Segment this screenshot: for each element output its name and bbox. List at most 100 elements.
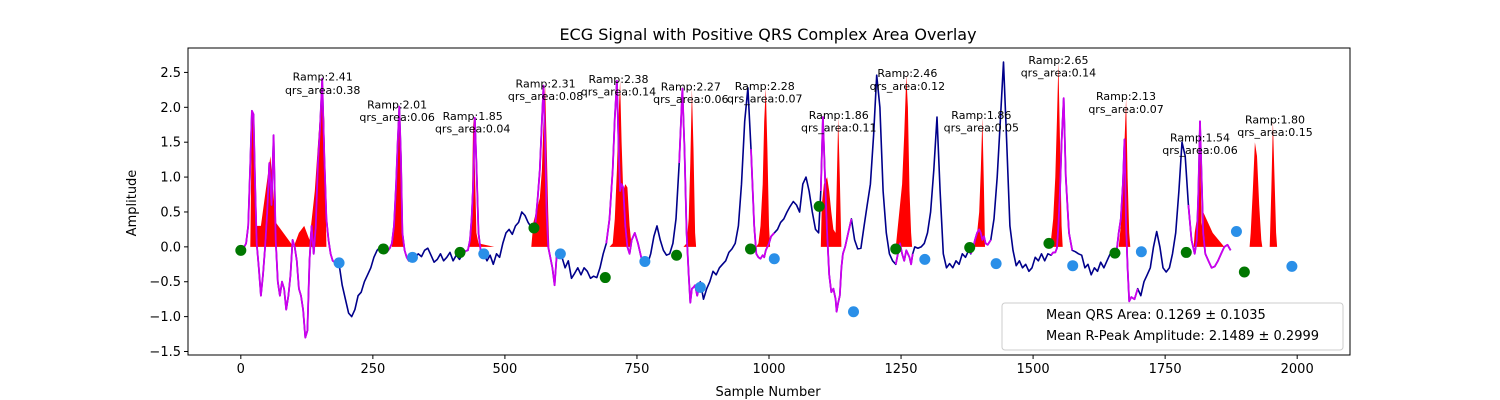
y-tick-label: 2.5 bbox=[160, 66, 181, 81]
y-tick-label: −1.0 bbox=[149, 310, 181, 325]
peak-annotation: qrs_area:0.12 bbox=[870, 80, 945, 93]
qrs-segment-line bbox=[1187, 120, 1232, 269]
qrs-segment-line bbox=[819, 116, 853, 313]
plot-area: Ramp:2.41qrs_area:0.38Ramp:2.01qrs_area:… bbox=[235, 54, 1313, 339]
qrs-onset-marker bbox=[1109, 247, 1121, 259]
qrs-offset-marker bbox=[848, 306, 860, 318]
qrs-segment-line bbox=[1050, 97, 1074, 256]
qrs-onset-marker bbox=[235, 244, 247, 256]
x-tick-label: 1250 bbox=[884, 362, 917, 377]
x-tick-label: 750 bbox=[625, 362, 650, 377]
peak-annotation: qrs_area:0.11 bbox=[801, 122, 876, 135]
y-tick-label: 1.0 bbox=[160, 171, 181, 186]
y-tick-label: 1.5 bbox=[160, 136, 181, 151]
qrs-onset-marker bbox=[1043, 237, 1055, 249]
peak-annotation: qrs_area:0.04 bbox=[435, 122, 510, 135]
y-axis-label: Amplitude bbox=[125, 170, 140, 237]
peak-annotation: qrs_area:0.07 bbox=[727, 92, 802, 105]
axes: 0 250 500 750 1000 1250 1500 1750 2000 −1.5 −1.0 −0… bbox=[149, 66, 1313, 377]
x-tick-label: 1750 bbox=[1149, 362, 1182, 377]
peak-annotation: qrs_area:0.06 bbox=[653, 93, 728, 106]
qrs-segment-line bbox=[1115, 138, 1139, 303]
peak-annotation: qrs_area:0.14 bbox=[581, 85, 656, 98]
legend-entry-qrs-area: Mean QRS Area: 0.1269 ± 0.1035 bbox=[1046, 308, 1266, 323]
qrs-segment-line bbox=[534, 84, 558, 287]
peak-annotation: Ramp:2.38 bbox=[588, 73, 648, 86]
qrs-offset-marker bbox=[694, 281, 706, 293]
peak-annotation: qrs_area:0.38 bbox=[285, 84, 360, 97]
qrs-area-fill bbox=[895, 75, 913, 247]
peak-annotation: qrs_area:0.15 bbox=[1237, 126, 1312, 139]
peak-annotation: qrs_area:0.14 bbox=[1021, 67, 1096, 80]
qrs-onset-marker bbox=[1238, 266, 1250, 278]
peak-annotation: Ramp:1.86 bbox=[951, 109, 1011, 122]
qrs-onset-marker bbox=[890, 243, 902, 255]
peak-annotation: Ramp:2.46 bbox=[877, 67, 937, 80]
qrs-area-fill bbox=[467, 117, 495, 247]
peak-annotation: qrs_area:0.06 bbox=[1162, 144, 1237, 157]
peak-annotation: qrs_area:0.07 bbox=[1088, 103, 1163, 116]
peak-annotation: qrs_area:0.05 bbox=[944, 122, 1019, 135]
chart-title: ECG Signal with Positive QRS Complex Are… bbox=[559, 25, 976, 44]
qrs-onset-marker bbox=[599, 272, 611, 284]
peak-annotation: qrs_area:0.08 bbox=[508, 90, 583, 103]
qrs-offset-marker bbox=[478, 248, 490, 260]
qrs-offset-marker bbox=[1230, 226, 1242, 238]
qrs-area-fill bbox=[683, 88, 697, 247]
qrs-offset-marker bbox=[1286, 260, 1298, 272]
legend: Mean QRS Area: 0.1269 ± 0.1035 Mean R-Pe… bbox=[1001, 302, 1344, 351]
qrs-offset-marker bbox=[1135, 246, 1147, 258]
qrs-offset-marker bbox=[333, 257, 345, 269]
qrs-segment-line bbox=[240, 77, 340, 339]
y-tick-label: −1.5 bbox=[149, 345, 181, 360]
qrs-onset-marker bbox=[377, 243, 389, 255]
qrs-onset-marker bbox=[454, 246, 466, 258]
qrs-onset-marker bbox=[813, 200, 825, 212]
qrs-segment-line bbox=[382, 105, 410, 262]
y-tick-label: 0.5 bbox=[160, 205, 181, 220]
peak-annotation: Ramp:2.13 bbox=[1096, 90, 1156, 103]
peak-annotation: Ramp:2.31 bbox=[516, 78, 576, 91]
peak-annotation: Ramp:1.80 bbox=[1245, 113, 1305, 126]
qrs-offset-marker bbox=[919, 253, 931, 265]
peak-annotation: Ramp:2.41 bbox=[293, 71, 353, 84]
qrs-area-fill bbox=[293, 78, 327, 247]
qrs-segment-line bbox=[969, 228, 992, 255]
qrs-onset-marker bbox=[964, 242, 976, 254]
qrs-area-fill bbox=[1249, 142, 1263, 247]
x-tick-label: 250 bbox=[360, 362, 385, 377]
peak-annotation: Ramp:1.85 bbox=[443, 110, 503, 123]
peak-annotation: Ramp:1.86 bbox=[809, 109, 869, 122]
qrs-onset-marker bbox=[671, 249, 683, 261]
x-tick-label: 1500 bbox=[1017, 362, 1050, 377]
qrs-offset-marker bbox=[406, 251, 418, 263]
y-tick-label: 2.0 bbox=[160, 101, 181, 116]
legend-entry-r-peak: Mean R-Peak Amplitude: 2.1489 ± 0.2999 bbox=[1046, 329, 1319, 344]
qrs-onset-marker bbox=[745, 243, 757, 255]
x-tick-label: 0 bbox=[237, 362, 245, 377]
qrs-area-fill bbox=[756, 87, 771, 247]
x-tick-label: 1000 bbox=[752, 362, 785, 377]
qrs-onset-marker bbox=[1180, 246, 1192, 258]
qrs-offset-marker bbox=[1067, 260, 1079, 272]
y-tick-label: −0.5 bbox=[149, 275, 181, 290]
peak-annotation: Ramp:2.27 bbox=[661, 80, 721, 93]
x-tick-label: 2000 bbox=[1281, 362, 1314, 377]
qrs-offset-marker bbox=[639, 256, 651, 268]
peak-annotation: Ramp:1.54 bbox=[1170, 131, 1230, 144]
peak-annotation: qrs_area:0.06 bbox=[359, 111, 434, 124]
peak-annotation: Ramp:2.65 bbox=[1028, 54, 1088, 67]
peak-annotation: Ramp:2.01 bbox=[367, 99, 427, 112]
peak-annotation: Ramp:2.28 bbox=[735, 80, 795, 93]
x-tick-label: 500 bbox=[492, 362, 517, 377]
qrs-area-fill bbox=[1193, 139, 1225, 247]
qrs-onset-marker bbox=[528, 222, 540, 234]
qrs-offset-marker bbox=[990, 258, 1002, 270]
y-tick-label: 0.0 bbox=[160, 240, 181, 255]
legend-box bbox=[1001, 302, 1344, 351]
qrs-segment-line bbox=[605, 79, 646, 263]
qrs-offset-marker bbox=[554, 248, 566, 260]
qrs-offset-marker bbox=[768, 253, 780, 265]
